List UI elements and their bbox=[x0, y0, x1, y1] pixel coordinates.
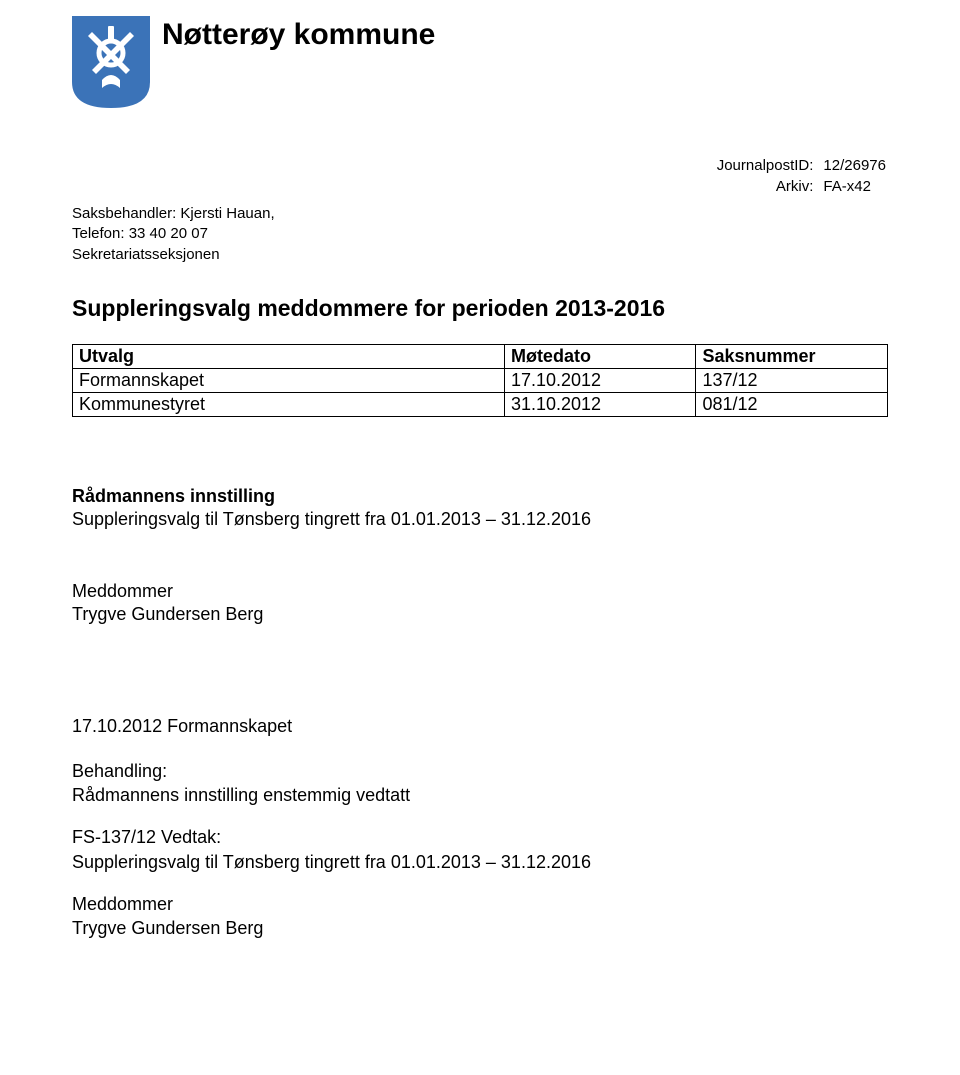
saksbehandler-block: Saksbehandler: Kjersti Hauan, Telefon: 3… bbox=[72, 204, 888, 265]
journalpost-label: JournalpostID: bbox=[717, 156, 822, 175]
vedtak-label: FS-137/12 Vedtak: bbox=[72, 825, 888, 849]
table-header-cell: Utvalg bbox=[73, 344, 505, 368]
table-header-cell: Møtedato bbox=[504, 344, 696, 368]
meddommer-name: Trygve Gundersen Berg bbox=[72, 603, 888, 626]
meddommer-label: Meddommer bbox=[72, 892, 888, 916]
behandling-heading-section: 17.10.2012 Formannskapet bbox=[72, 714, 888, 738]
table-cell: Kommunestyret bbox=[73, 392, 505, 416]
table-cell: Formannskapet bbox=[73, 368, 505, 392]
org-name: Nøtterøy kommune bbox=[162, 16, 435, 51]
meddommer-section-2: Meddommer Trygve Gundersen Berg bbox=[72, 892, 888, 941]
arkiv-label: Arkiv: bbox=[717, 177, 822, 196]
journalpost-value: 12/26976 bbox=[823, 156, 886, 175]
table-header-cell: Saksnummer bbox=[696, 344, 888, 368]
meta-block: JournalpostID: 12/26976 Arkiv: FA-x42 bbox=[72, 154, 888, 198]
meddommer-label: Meddommer bbox=[72, 580, 888, 603]
vedtak-text: Suppleringsvalg til Tønsberg tingrett fr… bbox=[72, 850, 888, 874]
document-title: Suppleringsvalg meddommere for perioden … bbox=[72, 295, 888, 322]
saksbehandler-line: Saksbehandler: Kjersti Hauan, bbox=[72, 204, 888, 224]
behandling-section: Behandling: Rådmannens innstilling enste… bbox=[72, 759, 888, 808]
meddommer-name: Trygve Gundersen Berg bbox=[72, 916, 888, 940]
table-header-row: Utvalg Møtedato Saksnummer bbox=[73, 344, 888, 368]
header: Nøtterøy kommune bbox=[72, 16, 888, 108]
meddommer-section: Meddommer Trygve Gundersen Berg bbox=[72, 580, 888, 627]
page: Nøtterøy kommune JournalpostID: 12/26976… bbox=[0, 0, 960, 940]
vedtak-section: FS-137/12 Vedtak: Suppleringsvalg til Tø… bbox=[72, 825, 888, 874]
saksbehandler-line: Sekretariatsseksjonen bbox=[72, 245, 888, 265]
innstilling-text: Suppleringsvalg til Tønsberg tingrett fr… bbox=[72, 508, 888, 531]
innstilling-section: Rådmannens innstilling Suppleringsvalg t… bbox=[72, 485, 888, 532]
saksbehandler-line: Telefon: 33 40 20 07 bbox=[72, 224, 888, 244]
meta-table: JournalpostID: 12/26976 Arkiv: FA-x42 bbox=[715, 154, 888, 198]
behandling-date-heading: 17.10.2012 Formannskapet bbox=[72, 714, 888, 738]
table-row: Kommunestyret 31.10.2012 081/12 bbox=[73, 392, 888, 416]
table-cell: 081/12 bbox=[696, 392, 888, 416]
table-row: Formannskapet 17.10.2012 137/12 bbox=[73, 368, 888, 392]
behandling-text: Rådmannens innstilling enstemmig vedtatt bbox=[72, 783, 888, 807]
panel-table: Utvalg Møtedato Saksnummer Formannskapet… bbox=[72, 344, 888, 417]
table-cell: 31.10.2012 bbox=[504, 392, 696, 416]
table-cell: 17.10.2012 bbox=[504, 368, 696, 392]
behandling-label: Behandling: bbox=[72, 759, 888, 783]
innstilling-heading: Rådmannens innstilling bbox=[72, 485, 888, 508]
arkiv-value: FA-x42 bbox=[823, 177, 886, 196]
table-cell: 137/12 bbox=[696, 368, 888, 392]
crest-icon bbox=[72, 16, 150, 108]
